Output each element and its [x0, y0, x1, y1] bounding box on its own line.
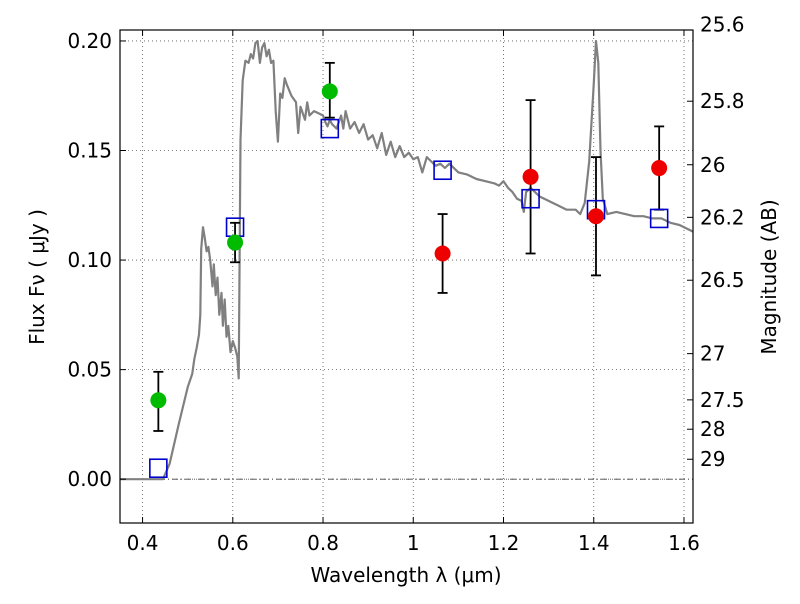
x-tick-label: 1.2: [488, 531, 520, 555]
observed-point: [651, 160, 668, 177]
plot-area: [120, 30, 693, 523]
observed-point: [434, 245, 451, 262]
model-flux-square: [649, 208, 669, 229]
model-flux-square: [320, 118, 340, 139]
y-tick-label: 0.10: [67, 248, 112, 272]
right-tick-label: 25.8: [700, 89, 745, 113]
x-tick-label: 0.6: [217, 531, 249, 555]
x-tick-label: 0.4: [127, 531, 159, 555]
data-markers: [149, 83, 669, 479]
grid: [120, 30, 693, 523]
x-tick-label: 1.6: [668, 531, 700, 555]
right-tick-label: 27: [700, 342, 725, 366]
observed-point: [150, 392, 167, 409]
right-tick-label: 26.5: [700, 268, 745, 292]
y-tick-label: 0.05: [67, 358, 112, 382]
model-flux-square: [521, 188, 540, 209]
right-tick-label: 27.5: [700, 388, 745, 412]
right-tick-label: 26: [700, 153, 725, 177]
right-tick-label: 29: [700, 447, 725, 471]
y-tick-label: 0.20: [67, 29, 112, 53]
observed-point: [522, 168, 539, 185]
right-tick-label: 25.6: [700, 13, 745, 37]
x-axis-label: Wavelength λ (μm): [310, 563, 501, 587]
y-axis-label-left: Flux Fν ( μJy ): [25, 209, 49, 345]
right-tick-label: 26.2: [700, 205, 745, 229]
x-tick-label: 1: [407, 531, 420, 555]
right-tick-label: 28: [700, 417, 725, 441]
y-axis-label-right: Magnitude (AB): [757, 199, 781, 354]
axes: 0.4 0.6 0.8 1 1.2 1.4 1.6 0.00 0.05 0.10 0.15 0.20 2…: [67, 13, 744, 555]
x-tick-label: 1.4: [578, 531, 610, 555]
model-flux-square: [149, 458, 168, 479]
observed-point: [321, 83, 338, 100]
model-flux-square: [433, 160, 452, 181]
observed-point: [227, 234, 244, 251]
y-tick-label: 0.15: [67, 139, 112, 163]
observed-point: [587, 208, 604, 225]
x-tick-label: 0.8: [307, 531, 339, 555]
plot-frame: [119, 29, 694, 524]
y-tick-label: 0.00: [67, 467, 112, 491]
